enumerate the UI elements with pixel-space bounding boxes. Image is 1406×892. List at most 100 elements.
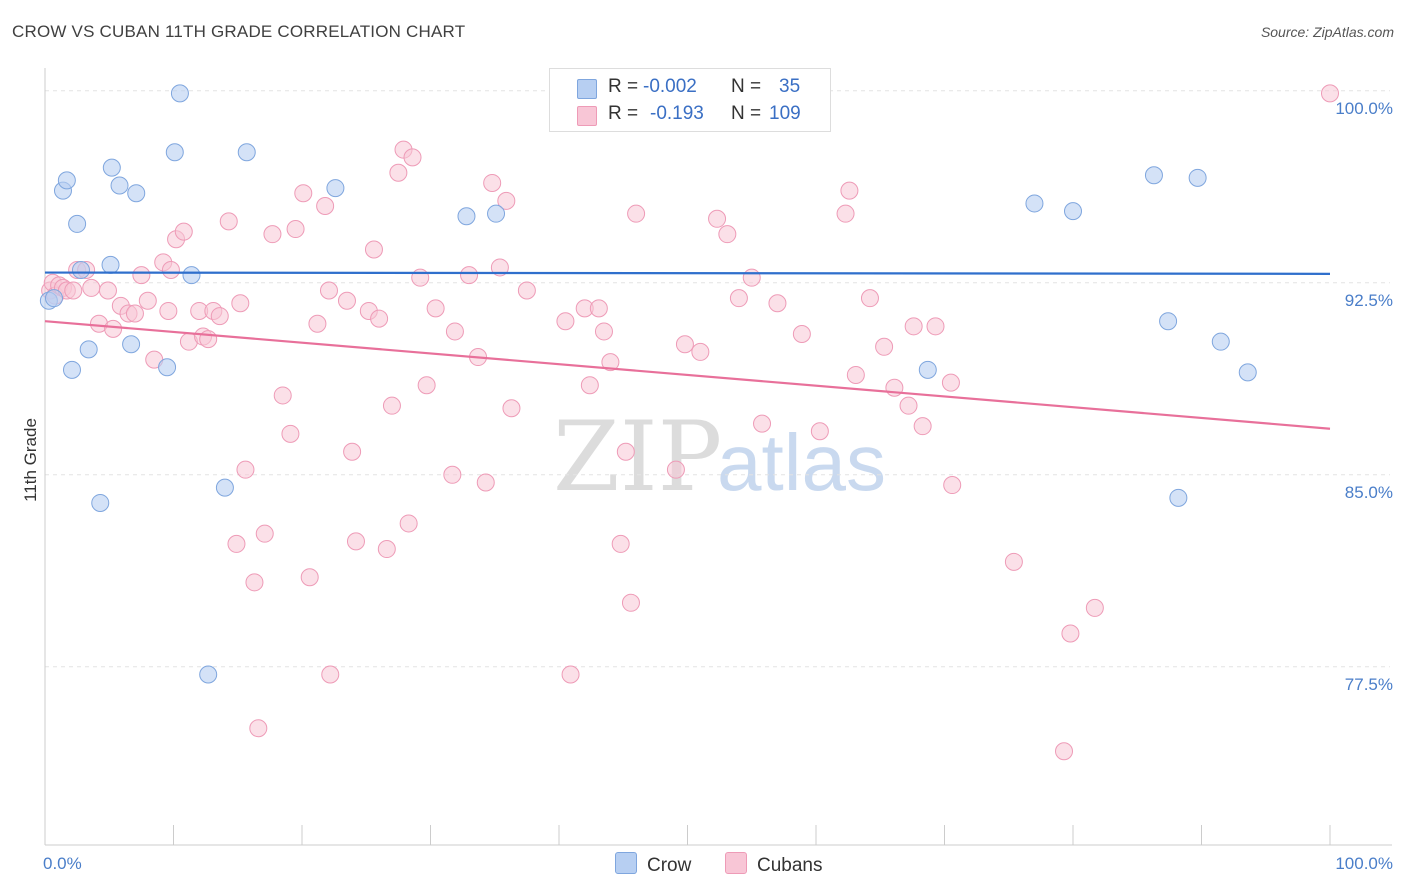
cubans-point xyxy=(159,301,178,320)
crow-point xyxy=(62,360,81,379)
cubans-point xyxy=(753,414,772,433)
series-cubans xyxy=(41,84,1339,761)
crow-point xyxy=(237,143,256,162)
crow-point xyxy=(158,358,177,377)
cubans-point xyxy=(556,312,575,331)
cubans-point xyxy=(627,204,646,223)
cubans-point xyxy=(245,573,264,592)
crow-point xyxy=(165,143,184,162)
cubans-point xyxy=(621,593,640,612)
crow-point xyxy=(1144,166,1163,185)
cubans-point xyxy=(580,376,599,395)
r-value: -0.002 xyxy=(643,76,697,97)
crow-legend-label: Crow xyxy=(647,855,692,876)
cubans-point xyxy=(389,163,408,182)
cubans-point xyxy=(846,365,865,384)
cubans-point xyxy=(411,268,430,287)
crow-point xyxy=(57,171,76,190)
n-label: N = xyxy=(731,76,762,97)
watermark-zip: ZIP xyxy=(553,401,722,513)
cubans-point xyxy=(502,399,521,418)
r-value: -0.193 xyxy=(650,103,704,124)
cubans-point xyxy=(82,278,101,297)
cubans-point xyxy=(231,294,250,313)
cubans-point xyxy=(263,225,282,244)
cubans-point xyxy=(236,460,255,479)
cubans-point xyxy=(1061,624,1080,643)
cubans-point xyxy=(364,240,383,259)
cubans-point xyxy=(125,304,144,323)
cubans-point xyxy=(1055,742,1074,761)
series-crow xyxy=(39,84,1257,684)
crow-point xyxy=(182,266,201,285)
cubans-point xyxy=(490,258,509,277)
crow-point xyxy=(457,207,476,226)
cubans-point xyxy=(337,291,356,310)
crow-point xyxy=(101,255,120,274)
cubans-point xyxy=(210,307,229,326)
cubans-point xyxy=(426,299,445,318)
cubans-point xyxy=(616,442,635,461)
y-tick-label: 77.5% xyxy=(1345,675,1393,694)
cubans-point xyxy=(792,325,811,343)
crow-point xyxy=(170,84,189,103)
cubans-point xyxy=(517,281,536,300)
y-tick-label: 100.0% xyxy=(1335,99,1393,118)
cubans-point xyxy=(98,281,117,300)
cubans-point xyxy=(399,514,418,533)
y-tick-label: 92.5% xyxy=(1345,291,1393,310)
cubans-point xyxy=(445,322,464,341)
legend-item-cubans[interactable]: Cubans xyxy=(725,852,823,877)
cubans-point xyxy=(708,209,727,228)
r-label: R = xyxy=(608,76,639,97)
cubans-point xyxy=(370,309,389,328)
cubans-point xyxy=(594,322,613,341)
crow-point xyxy=(1064,202,1082,221)
crow-point xyxy=(68,214,87,233)
cubans-point xyxy=(219,212,238,231)
crow-point xyxy=(91,493,110,512)
crow-swatch xyxy=(577,79,597,99)
crow-point xyxy=(326,179,345,198)
x-tick-label: 100.0% xyxy=(1335,854,1393,873)
legend-row-crow: R = -0.002 N = 35 xyxy=(550,74,830,100)
y-axis-label: 11th Grade xyxy=(21,418,40,502)
cubans-point xyxy=(913,417,932,436)
r-label: R = xyxy=(608,103,639,124)
crow-point xyxy=(215,478,234,497)
cubans-point xyxy=(943,476,962,495)
cubans-point xyxy=(281,424,300,443)
cubans-legend-swatch xyxy=(725,852,747,874)
crow-point xyxy=(71,261,90,279)
cubans-point xyxy=(1085,598,1104,617)
crow-point xyxy=(1211,332,1230,351)
cubans-point xyxy=(382,396,401,415)
cubans-point xyxy=(286,220,305,239)
cubans-point xyxy=(840,181,859,200)
cubans-point xyxy=(294,184,313,203)
cubans-point xyxy=(174,222,193,241)
cubans-trend-line xyxy=(44,320,1331,430)
tick-labels: 77.5% 85.0% 92.5% 100.0% 0.0% 100.0% xyxy=(43,99,1393,873)
cubans-point xyxy=(321,665,340,684)
cubans-point xyxy=(161,261,180,279)
crow-point xyxy=(127,184,146,203)
cubans-point xyxy=(132,266,151,285)
cubans-point xyxy=(316,197,335,215)
cubans-point xyxy=(899,396,918,415)
legend-item-crow[interactable]: Crow xyxy=(615,852,691,877)
chart-title: CROW VS CUBAN 11TH GRADE CORRELATION CHA… xyxy=(12,22,466,41)
cubans-point xyxy=(300,568,319,587)
cubans-point xyxy=(1321,84,1339,103)
cubans-point xyxy=(810,422,829,441)
cubans-point xyxy=(343,442,362,461)
cubans-point xyxy=(904,317,923,336)
grid-lines xyxy=(45,90,1390,668)
cubans-swatch xyxy=(577,106,597,126)
cubans-point xyxy=(768,294,787,313)
crow-point xyxy=(44,289,63,308)
cubans-point xyxy=(875,337,894,356)
cubans-point xyxy=(319,281,338,300)
trend-lines xyxy=(44,271,1331,430)
